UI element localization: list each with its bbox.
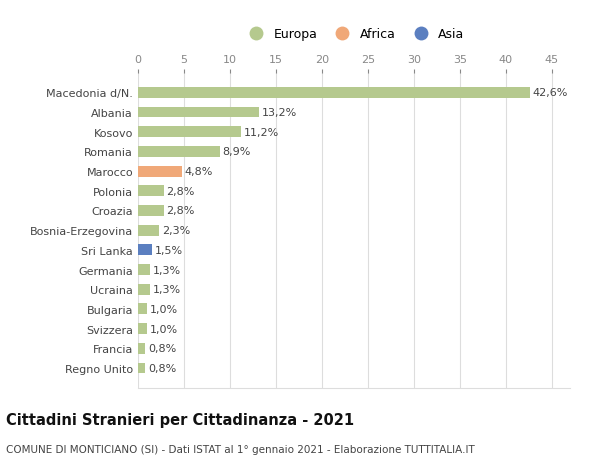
Text: 11,2%: 11,2% bbox=[244, 128, 279, 137]
Text: 2,3%: 2,3% bbox=[162, 226, 190, 235]
Bar bbox=[138, 324, 147, 334]
Text: 1,3%: 1,3% bbox=[153, 265, 181, 275]
Text: 13,2%: 13,2% bbox=[262, 108, 298, 118]
Legend: Europa, Africa, Asia: Europa, Africa, Asia bbox=[239, 23, 470, 46]
Bar bbox=[138, 245, 152, 256]
Bar bbox=[138, 166, 182, 177]
Text: 0,8%: 0,8% bbox=[148, 363, 176, 373]
Text: 2,8%: 2,8% bbox=[166, 206, 195, 216]
Bar bbox=[138, 127, 241, 138]
Bar bbox=[138, 206, 164, 216]
Bar bbox=[138, 186, 164, 197]
Bar bbox=[138, 147, 220, 157]
Text: 1,3%: 1,3% bbox=[153, 285, 181, 295]
Text: 0,8%: 0,8% bbox=[148, 343, 176, 353]
Text: 1,5%: 1,5% bbox=[155, 245, 182, 255]
Bar bbox=[138, 343, 145, 354]
Text: Cittadini Stranieri per Cittadinanza - 2021: Cittadini Stranieri per Cittadinanza - 2… bbox=[6, 413, 354, 428]
Bar bbox=[138, 264, 150, 275]
Bar bbox=[138, 225, 159, 236]
Text: 2,8%: 2,8% bbox=[166, 186, 195, 196]
Text: 4,8%: 4,8% bbox=[185, 167, 213, 177]
Text: 8,9%: 8,9% bbox=[223, 147, 251, 157]
Bar bbox=[138, 363, 145, 374]
Text: 42,6%: 42,6% bbox=[532, 88, 568, 98]
Bar bbox=[138, 107, 259, 118]
Text: 1,0%: 1,0% bbox=[150, 324, 178, 334]
Bar bbox=[138, 284, 150, 295]
Text: 1,0%: 1,0% bbox=[150, 304, 178, 314]
Bar bbox=[138, 304, 147, 314]
Bar bbox=[138, 88, 530, 99]
Text: COMUNE DI MONTICIANO (SI) - Dati ISTAT al 1° gennaio 2021 - Elaborazione TUTTITA: COMUNE DI MONTICIANO (SI) - Dati ISTAT a… bbox=[6, 444, 475, 454]
